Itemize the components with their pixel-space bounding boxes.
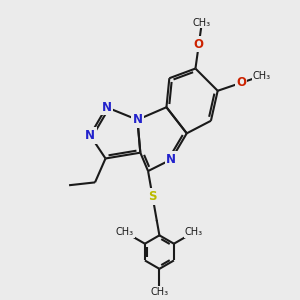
Text: CH₃: CH₃ — [185, 227, 203, 237]
Text: S: S — [148, 190, 157, 203]
Text: N: N — [85, 129, 95, 142]
Text: O: O — [194, 38, 204, 51]
Text: CH₃: CH₃ — [193, 18, 211, 28]
Text: CH₃: CH₃ — [253, 71, 271, 81]
Text: CH₃: CH₃ — [150, 287, 169, 297]
Text: O: O — [236, 76, 246, 89]
Text: N: N — [166, 153, 176, 166]
Text: N: N — [132, 113, 142, 126]
Text: CH₃: CH₃ — [116, 227, 134, 237]
Text: N: N — [101, 101, 112, 114]
